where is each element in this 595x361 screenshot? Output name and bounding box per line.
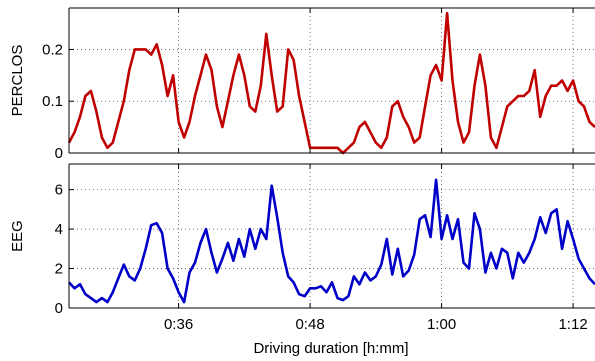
perclos-y-tick-label: 0.1 (42, 93, 63, 110)
perclos-y-tick-label: 0.2 (42, 41, 63, 58)
perclos-panel: 0 0.1 0.2 PERCLOS (9, 7, 595, 162)
eeg-x-tick-label: 1:12 (558, 316, 587, 333)
eeg-y-tick-label: 6 (55, 182, 63, 199)
x-axis-label: Driving duration [h:mm] (253, 340, 408, 357)
eeg-y-tick-label: 2 (55, 261, 63, 278)
eeg-x-tick-label: 1:00 (427, 316, 456, 333)
eeg-y-tick-label: 0 (55, 300, 63, 317)
perclos-plot-area (69, 8, 595, 153)
eeg-y-tick-label: 4 (55, 221, 63, 238)
eeg-y-axis-label: EEG (9, 220, 26, 252)
perclos-series-line (67, 11, 595, 155)
eeg-panel: 0 2 4 6 0:36 0:48 1:00 1:12 EEG (9, 163, 595, 333)
perclos-y-axis-label: PERCLOS (9, 45, 26, 117)
eeg-x-tick-label: 0:36 (164, 316, 193, 333)
eeg-x-tick-label: 0:48 (295, 316, 324, 333)
perclos-y-tick-label: 0 (55, 145, 63, 162)
eeg-series-line (68, 178, 595, 304)
